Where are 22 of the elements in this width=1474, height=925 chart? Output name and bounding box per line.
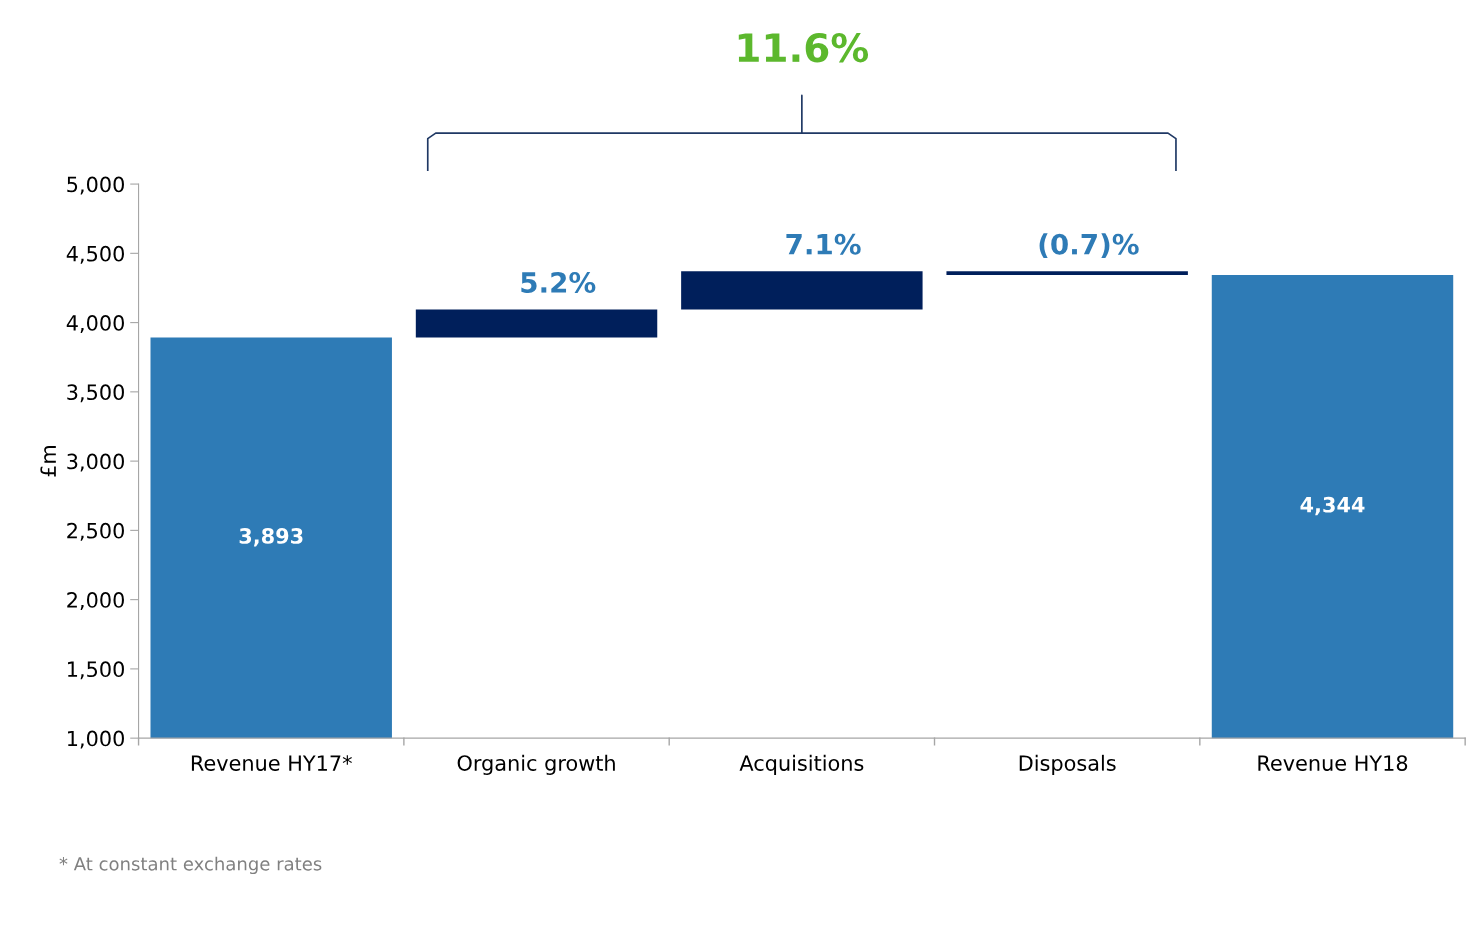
y-tick-label: 2,500 [67,522,124,541]
annotation: 5.2% [521,271,596,293]
text: 11.6% [738,32,869,63]
y-axis-title: £m [40,446,56,477]
y-tick-label: 1,000 [68,730,124,749]
text: * At constant exchange rates [59,856,322,875]
y-tick-label: 4,000 [66,315,124,333]
y-tick-label: 4,500 [66,245,124,264]
annotation: 7.1% [786,233,861,255]
data-label: 3,893 [239,528,303,547]
y-tick-label: 2,000 [67,592,124,610]
y-tick-label: 1,500 [68,661,124,680]
x-tick-label: Revenue HY17* [191,755,352,771]
y-tick-label: 3,500 [67,384,124,403]
annotation: (0.7)% [1039,233,1139,259]
x-tick-label: Organic growth [457,754,615,775]
x-tick-label: Revenue HY18 [1258,755,1408,771]
y-tick-label: 5,000 [67,176,124,195]
x-tick-label: Disposals [1019,754,1116,775]
y-tick-label: 3,000 [67,453,124,472]
data-label: 4,344 [1300,496,1365,516]
x-tick-label: Acquisitions [739,754,864,775]
